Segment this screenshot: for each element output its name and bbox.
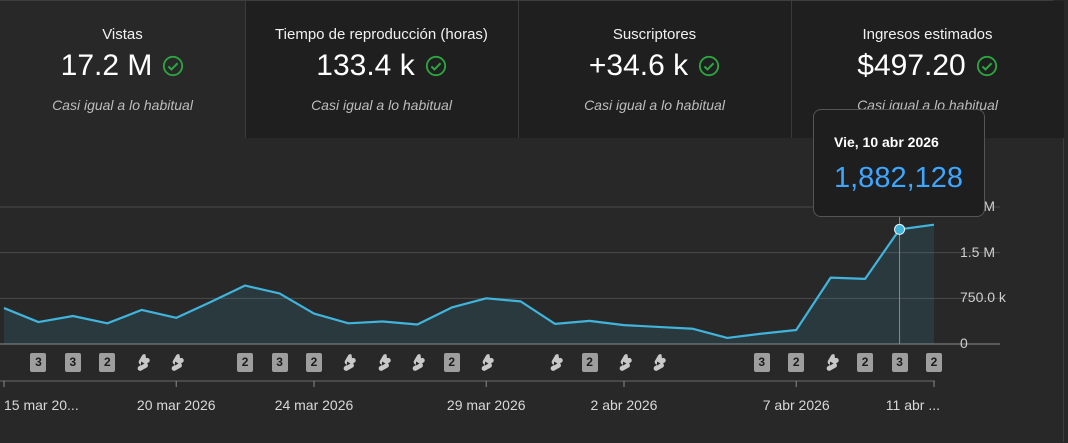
shorts-icon[interactable] — [547, 353, 563, 373]
video-count-badge[interactable]: 2 — [443, 353, 460, 372]
video-count-badge[interactable]: 3 — [271, 353, 288, 372]
metric-value-row: +34.6 k — [518, 49, 791, 83]
data-point[interactable] — [104, 320, 110, 326]
video-count-badge[interactable]: 2 — [581, 353, 598, 372]
shorts-icon[interactable] — [375, 353, 391, 373]
shorts-icon[interactable] — [616, 353, 632, 373]
data-point[interactable] — [208, 299, 214, 305]
video-count-badge[interactable]: 2 — [99, 353, 116, 372]
video-count-badge[interactable]: 3 — [64, 353, 81, 372]
metric-value: 17.2 M — [60, 49, 153, 82]
data-point[interactable] — [380, 318, 386, 324]
shorts-icon[interactable] — [168, 353, 184, 373]
x-tick-label: 20 mar 2026 — [136, 397, 216, 413]
data-point[interactable] — [655, 324, 661, 330]
chart-tooltip: Vie, 10 abr 2026 1,882,128 — [813, 109, 985, 217]
y-tick-label: 1.5 M — [960, 243, 996, 260]
x-tick-label: 7 abr 2026 — [762, 397, 830, 413]
metric-value-row: 17.2 M — [0, 49, 245, 83]
data-point[interactable] — [793, 327, 799, 333]
metric-value-row: 133.4 k — [245, 49, 518, 83]
metric-value: $497.20 — [857, 49, 966, 82]
data-point[interactable] — [759, 331, 765, 337]
data-point[interactable] — [242, 283, 248, 289]
data-point[interactable] — [587, 318, 593, 324]
data-point[interactable] — [139, 307, 145, 313]
divider — [518, 1, 519, 138]
metric-title: Ingresos estimados — [862, 26, 993, 43]
x-tick-label: 15 mar 20... — [4, 397, 79, 413]
data-point[interactable] — [862, 276, 868, 282]
data-point[interactable] — [724, 335, 730, 341]
data-point[interactable] — [173, 315, 179, 321]
check-circle-icon — [699, 55, 720, 77]
data-point[interactable] — [35, 319, 41, 325]
metric-tabs: Vistas 17.2 M Casi igual a lo habitual T… — [0, 1, 1064, 138]
divider — [245, 1, 246, 138]
data-point[interactable] — [277, 290, 283, 296]
metric-tab-tiempo[interactable]: Tiempo de reproducción (horas) 133.4 k C… — [245, 1, 518, 138]
metric-value: +34.6 k — [588, 49, 689, 82]
x-tick-label: 11 abr ... — [885, 397, 940, 413]
x-tick-label: 24 mar 2026 — [274, 397, 354, 413]
x-tick-label: 29 mar 2026 — [446, 397, 526, 413]
data-point[interactable] — [414, 322, 420, 328]
tooltip-value: 1,882,128 — [834, 162, 964, 194]
data-point[interactable] — [690, 326, 696, 332]
metric-title: Tiempo de reproducción (horas) — [275, 26, 488, 43]
shorts-icon[interactable] — [650, 353, 667, 373]
check-circle-icon — [976, 55, 997, 77]
check-circle-icon — [425, 55, 446, 77]
video-count-badge[interactable]: 2 — [306, 353, 322, 372]
data-point[interactable] — [449, 304, 455, 310]
metric-tab-vistas[interactable]: Vistas 17.2 M Casi igual a lo habitual — [0, 1, 245, 138]
metric-note: Casi igual a lo habitual — [311, 97, 452, 113]
y-tick-label: 750.0 k — [960, 289, 1006, 306]
shorts-icon[interactable] — [409, 353, 426, 373]
shorts-icon[interactable] — [823, 353, 839, 373]
video-count-badge[interactable]: 2 — [788, 353, 805, 372]
y-tick-label: 0 — [960, 335, 968, 351]
video-count-badge[interactable]: 3 — [891, 353, 908, 372]
metric-title: Suscriptores — [612, 26, 697, 43]
metric-tab-suscriptores[interactable]: Suscriptores +34.6 k Casi igual a lo hab… — [518, 1, 791, 138]
data-point[interactable] — [621, 322, 627, 328]
metric-value-row: $497.20 — [791, 49, 1064, 83]
data-point[interactable] — [311, 311, 317, 317]
metric-value: 133.4 k — [316, 49, 415, 82]
data-point[interactable] — [483, 295, 489, 301]
video-count-badge[interactable]: 3 — [30, 353, 47, 372]
shorts-icon[interactable] — [478, 353, 494, 373]
data-point[interactable] — [552, 321, 558, 327]
shorts-icon[interactable] — [134, 353, 150, 373]
metric-note: Casi igual a lo habitual — [584, 97, 725, 113]
video-count-badge[interactable]: 2 — [857, 353, 874, 372]
tooltip-date: Vie, 10 abr 2026 — [834, 134, 939, 150]
shorts-icon[interactable] — [340, 353, 357, 373]
check-circle-icon — [163, 55, 184, 77]
data-point[interactable] — [931, 222, 937, 228]
video-count-badge[interactable]: 3 — [753, 353, 770, 372]
data-point[interactable] — [70, 313, 76, 319]
data-point[interactable] — [518, 298, 524, 304]
video-count-badge[interactable]: 2 — [237, 353, 254, 372]
highlighted-point[interactable] — [894, 223, 906, 235]
data-point[interactable] — [1, 305, 7, 311]
metric-title: Vistas — [102, 26, 143, 43]
video-count-badge[interactable]: 2 — [926, 353, 942, 372]
metric-note: Casi igual a lo habitual — [52, 97, 193, 113]
data-point[interactable] — [345, 320, 351, 326]
series-line — [3, 223, 935, 340]
series-area — [4, 224, 934, 344]
data-point[interactable] — [828, 275, 834, 281]
divider — [791, 1, 792, 138]
x-tick-label: 2 abr 2026 — [590, 397, 658, 413]
